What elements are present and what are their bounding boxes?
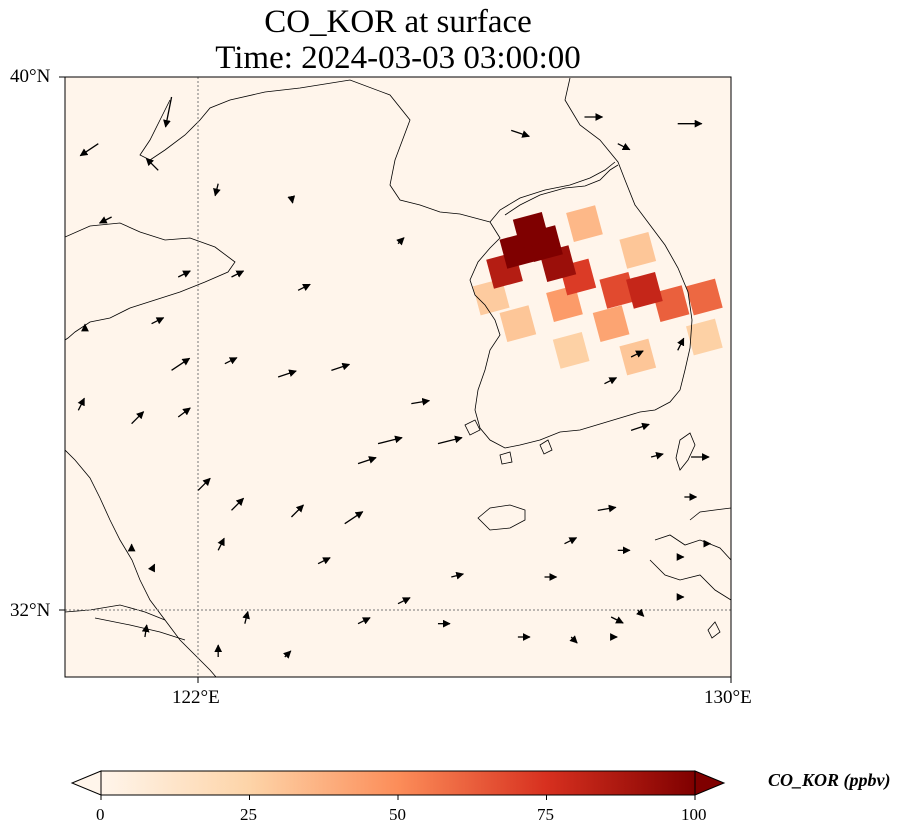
wind-arrow — [242, 610, 250, 624]
wind-arrow — [317, 557, 331, 565]
colorbar-tick-label: 0 — [96, 805, 105, 824]
wind-arrow — [131, 411, 145, 425]
concentration-cell — [512, 211, 550, 249]
coastlines — [65, 77, 731, 677]
concentration-cell — [686, 278, 723, 316]
colorbar-min-extend — [70, 770, 102, 796]
wind-arrow — [610, 616, 624, 624]
wind-arrow — [283, 650, 292, 659]
wind-arrow — [79, 143, 99, 157]
wind-arrow — [171, 357, 191, 371]
colorbar-max-extend — [694, 770, 726, 796]
wind-arrow — [344, 511, 364, 525]
wind-arrow — [147, 563, 156, 573]
wind-arrow — [277, 369, 297, 378]
colorbar-tick-label: 50 — [389, 805, 406, 824]
wind-arrow — [287, 195, 296, 204]
wind-arrow — [98, 216, 112, 224]
wind-arrow — [569, 635, 578, 644]
concentration-cell — [472, 278, 510, 316]
wind-arrow — [411, 397, 431, 406]
concentration-cell — [652, 285, 690, 323]
wind-arrow — [213, 183, 221, 197]
wind-arrow — [151, 317, 165, 325]
lat-tick-label: 40°N — [10, 66, 51, 87]
wind-vectors — [77, 96, 731, 659]
lat-tick-label: 32°N — [10, 600, 51, 621]
wind-arrow — [630, 422, 650, 431]
colorbar — [70, 770, 726, 800]
map-frame — [64, 76, 732, 678]
wind-arrow — [604, 377, 618, 385]
concentration-cell — [619, 231, 657, 269]
map-background — [65, 77, 731, 677]
wind-arrow — [163, 96, 173, 128]
wind-arrow — [377, 435, 403, 445]
wind-arrow — [636, 608, 645, 617]
wind-arrow — [231, 497, 245, 511]
wind-arrow — [437, 435, 463, 445]
colorbar-tick-label: 75 — [537, 805, 554, 824]
wind-arrow — [564, 537, 578, 545]
wind-arrow — [297, 283, 311, 291]
wind-arrow — [224, 357, 238, 365]
concentration-cell — [552, 331, 590, 369]
wind-arrow — [597, 504, 617, 513]
wind-arrow — [197, 477, 211, 491]
wind-arrow — [231, 270, 245, 278]
wind-arrow — [630, 350, 644, 358]
co-concentration-field — [472, 205, 723, 376]
wind-arrow — [677, 337, 685, 351]
wind-arrow — [177, 270, 191, 278]
map-subtitle: Time: 2024-03-03 03:00:00 — [215, 40, 581, 76]
map-title: CO_KOR at surface — [264, 4, 532, 40]
wind-arrow — [617, 143, 631, 151]
wind-arrow — [77, 397, 85, 411]
concentration-cell — [499, 305, 537, 343]
wind-arrow — [177, 407, 191, 418]
wind-arrow — [331, 362, 351, 371]
concentration-cell — [546, 285, 583, 323]
wind-arrow — [217, 537, 225, 551]
wind-arrow — [357, 617, 371, 625]
concentration-cell — [592, 305, 630, 343]
wind-arrow — [650, 451, 664, 460]
wind-arrow — [451, 571, 465, 580]
wind-arrow — [290, 504, 304, 518]
wind-arrow — [141, 624, 150, 638]
wind-arrow — [397, 597, 411, 605]
concentration-cell — [686, 318, 723, 356]
lon-tick-label: 122°E — [172, 687, 220, 708]
lon-tick-label: 130°E — [704, 687, 752, 708]
colorbar-units-label: CO_KOR (ppbv) — [768, 770, 891, 790]
wind-arrow — [730, 117, 731, 118]
wind-arrow — [396, 237, 405, 246]
colorbar-tick-label: 25 — [240, 805, 257, 824]
concentration-cell — [626, 271, 663, 309]
wind-arrow — [145, 157, 159, 171]
colorbar-tick-label: 100 — [681, 805, 707, 824]
wind-arrow — [357, 456, 377, 465]
concentration-cell — [566, 205, 603, 243]
colorbar-gradient — [101, 771, 695, 795]
wind-arrow — [511, 129, 530, 138]
